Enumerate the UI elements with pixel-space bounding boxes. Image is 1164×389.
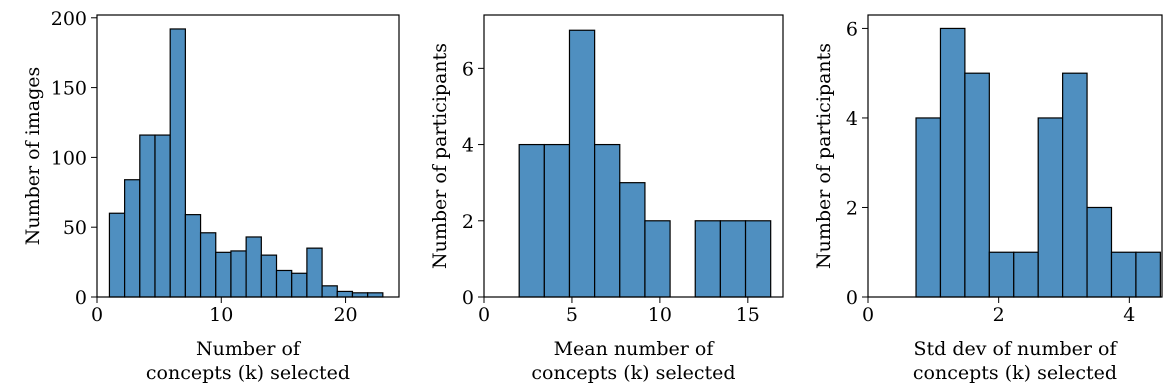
bar	[694, 220, 721, 298]
bar	[108, 212, 126, 298]
bar	[184, 214, 202, 298]
bar	[988, 251, 1015, 298]
bar	[1037, 117, 1064, 298]
bar	[1110, 251, 1137, 298]
bar	[644, 220, 671, 298]
y-tick-label: 200	[51, 8, 87, 30]
x-tick-label: 20	[333, 304, 357, 326]
y-tick-label: 2	[846, 197, 858, 219]
bar	[351, 292, 369, 298]
x-tick-label: 5	[566, 304, 578, 326]
bar	[518, 143, 545, 298]
x-axis-label: concepts (k) selected	[531, 362, 735, 384]
y-tick-label: 150	[51, 78, 87, 100]
bar	[1013, 251, 1039, 298]
y-tick-label: 4	[846, 108, 858, 130]
x-tick-label: 15	[736, 304, 760, 326]
bar	[139, 134, 156, 298]
bar	[719, 220, 747, 298]
y-tick-label: 6	[462, 58, 474, 80]
x-tick-label: 2	[993, 304, 1005, 326]
bar	[939, 27, 966, 298]
plot-frame	[483, 14, 784, 298]
bar	[964, 72, 990, 298]
y-tick-label: 2	[462, 211, 474, 233]
y-tick-label: 0	[846, 287, 858, 309]
bar	[260, 254, 278, 298]
bar	[275, 269, 293, 298]
x-tick-label: 0	[478, 304, 490, 326]
bar	[291, 272, 308, 298]
x-tick-label: 10	[648, 304, 672, 326]
bar	[568, 29, 596, 298]
x-tick-label: 4	[1123, 304, 1135, 326]
bar	[124, 179, 141, 298]
bar	[1135, 251, 1161, 298]
bar	[245, 236, 262, 298]
bar	[619, 182, 646, 298]
bar	[336, 290, 354, 298]
bar	[215, 251, 232, 298]
bar	[230, 250, 247, 298]
bar	[744, 220, 772, 298]
x-axis-label: concepts (k) selected	[913, 362, 1117, 384]
y-tick-label: 0	[75, 287, 87, 309]
bar	[1086, 206, 1113, 298]
x-axis-label: Number of	[196, 338, 302, 360]
x-tick-label: 10	[209, 304, 233, 326]
y-tick-label: 4	[462, 135, 474, 157]
bar	[1062, 72, 1088, 298]
bar	[306, 247, 323, 298]
bar	[199, 232, 217, 298]
bar	[169, 28, 186, 298]
bar	[594, 143, 621, 298]
y-axis-label: Number of participants	[429, 43, 451, 269]
x-tick-label: 0	[91, 304, 103, 326]
plot-frame	[867, 14, 1163, 298]
x-tick-label: 0	[862, 304, 874, 326]
y-axis-label: Number of participants	[813, 43, 835, 269]
bar	[915, 117, 942, 298]
plot-frame	[96, 14, 400, 298]
x-axis-label: concepts (k) selected	[146, 362, 350, 384]
y-tick-label: 50	[63, 217, 87, 239]
bar	[154, 134, 171, 298]
bar	[367, 292, 384, 298]
y-tick-label: 6	[846, 18, 858, 40]
x-axis-label: Std dev of number of	[913, 338, 1118, 360]
y-axis-label: Number of images	[22, 67, 44, 246]
y-tick-label: 0	[462, 287, 474, 309]
bar	[321, 285, 338, 298]
y-tick-label: 100	[51, 147, 87, 169]
x-axis-label: Mean number of	[554, 338, 716, 360]
bar	[543, 143, 571, 298]
